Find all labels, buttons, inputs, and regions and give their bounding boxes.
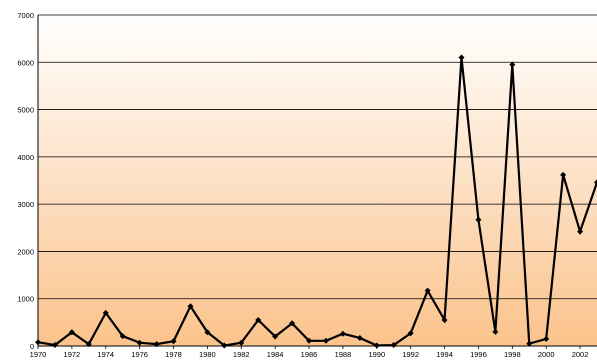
data-point: [424, 287, 431, 294]
x-tick-label: 2000: [538, 350, 555, 359]
data-point: [272, 333, 279, 340]
data-point: [119, 333, 126, 340]
x-tick-label: 1970: [30, 350, 47, 359]
data-point: [204, 329, 211, 336]
data-point: [238, 339, 245, 346]
y-tick-label: 0: [30, 342, 34, 351]
x-tick-label: 1982: [233, 350, 250, 359]
data-point: [441, 316, 448, 323]
data-point: [475, 216, 482, 223]
y-tick-labels: 0 1000 2000 3000 4000 5000 6000 7000: [17, 11, 34, 351]
y-tick-label: 3000: [17, 200, 34, 209]
data-point: [85, 341, 92, 348]
x-tick-labels: 1970 1972 1974 1976 1978 1980 1982 1984 1986 1988…: [30, 346, 589, 359]
y-tick-label: 2000: [17, 247, 34, 256]
series-group: [35, 54, 597, 349]
x-tick-label: 1998: [504, 350, 521, 359]
grid-lines: [38, 14, 597, 300]
data-point: [221, 342, 228, 349]
x-tick-label: 1974: [97, 350, 114, 359]
data-point: [187, 303, 194, 310]
data-point: [51, 342, 58, 349]
data-point: [509, 61, 516, 68]
x-tick-label: 1996: [470, 350, 487, 359]
x-tick-label: 1994: [436, 350, 453, 359]
data-point: [289, 320, 296, 327]
data-point: [306, 337, 313, 344]
x-tick-label: 1986: [301, 350, 318, 359]
x-tick-label: 1972: [64, 350, 81, 359]
data-point: [373, 342, 380, 349]
data-point: [560, 171, 567, 178]
data-point: [136, 339, 143, 346]
x-tick-label: 1980: [199, 350, 216, 359]
data-point: [153, 341, 160, 348]
data-point: [356, 334, 363, 341]
data-point: [170, 338, 177, 345]
data-point: [577, 228, 584, 235]
y-tick-label: 4000: [17, 153, 34, 162]
data-point: [339, 330, 346, 337]
y-tick-label: 7000: [17, 11, 34, 20]
x-tick-label: 2002: [572, 350, 589, 359]
data-point: [594, 179, 597, 186]
y-tick-label: 6000: [17, 58, 34, 67]
data-point: [35, 339, 41, 346]
x-tick-label: 1984: [267, 350, 284, 359]
x-tick-label: 1992: [402, 350, 419, 359]
x-tick-label: 1976: [131, 350, 148, 359]
series-line: [37, 57, 597, 347]
data-point: [390, 342, 397, 349]
data-point: [543, 335, 550, 342]
y-tick-label: 1000: [17, 295, 34, 304]
data-point: [458, 54, 465, 61]
y-tick-label: 5000: [17, 106, 34, 115]
data-point: [102, 309, 109, 316]
data-point: [526, 340, 533, 347]
plot-area: [38, 15, 597, 346]
x-tick-label: 1978: [165, 350, 182, 359]
data-point: [492, 328, 499, 335]
data-point: [68, 329, 75, 336]
data-point: [407, 330, 414, 337]
data-point: [255, 316, 262, 323]
x-tick-label: 1988: [335, 350, 352, 359]
x-tick-label: 1990: [368, 350, 385, 359]
data-point: [322, 337, 329, 344]
